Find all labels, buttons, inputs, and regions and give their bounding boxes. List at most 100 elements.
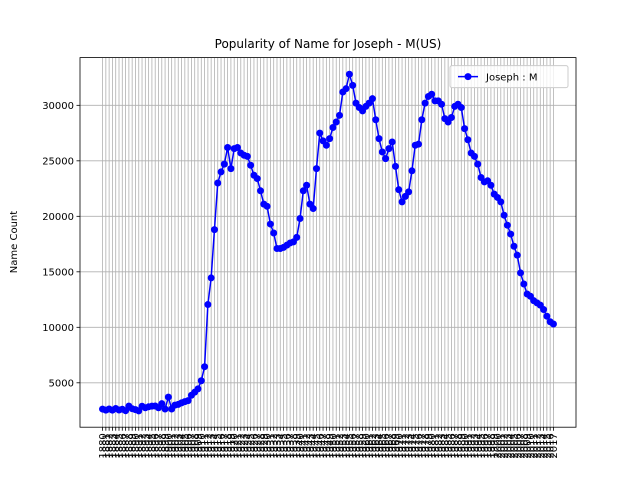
data-point [210, 226, 218, 234]
x-tick-label: 1909 [193, 433, 204, 458]
data-point [349, 81, 357, 89]
y-tick-label: 10000 [42, 323, 74, 334]
legend: Joseph : M [449, 65, 569, 89]
y-axis-label: Name Count [9, 211, 20, 273]
x-tick-label: 2009 [523, 433, 534, 458]
x-tick-label: 1935 [279, 433, 290, 458]
data-point [214, 179, 222, 187]
x-tick-label: 1893 [141, 433, 152, 458]
x-tick-label: 1956 [348, 433, 359, 458]
x-tick-label: 1990 [460, 433, 471, 458]
x-tick-label: 1932 [269, 433, 280, 458]
x-tick-label: 1968 [388, 433, 399, 458]
x-tick-label: 1952 [335, 433, 346, 458]
x-tick-label: 1908 [190, 433, 201, 458]
x-tick-label: 1888 [124, 433, 135, 458]
x-tick-label: 1915 [213, 433, 224, 458]
x-tick-label: 1922 [236, 433, 247, 458]
x-tick-label: 1963 [371, 433, 382, 458]
data-point [470, 152, 478, 160]
x-tick-label: 1894 [144, 433, 155, 458]
data-point [398, 198, 406, 206]
x-tick-label: 2016 [546, 433, 557, 458]
x-tick-label: 1940 [296, 433, 307, 458]
y-tick-label: 25000 [42, 156, 74, 167]
x-tick-label: 1978 [421, 433, 432, 458]
x-tick-label: 1906 [184, 433, 195, 458]
x-tick-label: 1951 [332, 433, 343, 458]
data-point [510, 242, 518, 250]
x-tick-label: 1920 [230, 433, 241, 458]
x-tick-label: 2002 [500, 433, 511, 458]
x-tick-label: 1926 [249, 433, 260, 458]
x-tick-label: 1966 [381, 433, 392, 458]
x-tick-label: 1947 [319, 433, 330, 458]
x-tick-label: 1960 [361, 433, 372, 458]
data-point [201, 363, 209, 371]
x-tick-label: 2011 [529, 433, 540, 458]
x-tick-label: 1980 [427, 433, 438, 458]
x-tick-label: 1982 [434, 433, 445, 458]
x-tick-label: 1896 [151, 433, 162, 458]
x-tick-label: 1974 [407, 433, 418, 458]
grid [80, 57, 576, 428]
x-tick-label: 1907 [187, 433, 198, 458]
y-tick-label: 15000 [42, 267, 74, 278]
x-tick-label: 1917 [220, 433, 231, 458]
x-tick-label: 1914 [210, 433, 221, 458]
x-tick-label: 1884 [111, 433, 122, 458]
x-tick-label: 1987 [450, 433, 461, 458]
x-tick-label: 1994 [473, 433, 484, 458]
data-point [184, 397, 192, 405]
x-tick-label: 1967 [384, 433, 395, 458]
data-point [517, 269, 525, 277]
x-tick-label: 1933 [272, 433, 283, 458]
x-tick-label: 1988 [454, 433, 465, 458]
data-point [270, 229, 278, 237]
data-point [438, 100, 446, 108]
x-tick-label: 1938 [289, 433, 300, 458]
x-tick-label: 2003 [503, 433, 514, 458]
x-tick-label: 1971 [398, 433, 409, 458]
x-tick-label: 1930 [263, 433, 274, 458]
data-point [217, 168, 225, 176]
x-tick-label: 1925 [246, 433, 257, 458]
x-tick-label: 2001 [496, 433, 507, 458]
data-point [428, 90, 436, 98]
legend-label: Joseph : M [485, 73, 537, 84]
x-tick-label: 1921 [233, 433, 244, 458]
x-tick-label: 1892 [138, 433, 149, 458]
x-tick-label: 1905 [180, 433, 191, 458]
data-point [322, 141, 330, 149]
data-point [253, 175, 261, 183]
x-tick-label: 1885 [115, 433, 126, 458]
data-point [391, 162, 399, 170]
x-tick-label: 2006 [513, 433, 524, 458]
x-tick-label: 1945 [312, 433, 323, 458]
x-tick-label: 1883 [108, 433, 119, 458]
x-tick-label: 1958 [355, 433, 366, 458]
data-line [102, 71, 554, 412]
data-point [464, 136, 472, 144]
x-tick-label: 1993 [470, 433, 481, 458]
legend-marker [464, 73, 472, 81]
x-tick-label: 1973 [404, 433, 415, 458]
x-tick-label: 1998 [486, 433, 497, 458]
x-tick-label: 2014 [539, 433, 550, 458]
x-tick-label: 1882 [105, 433, 116, 458]
x-tick-label: 1961 [365, 433, 376, 458]
x-tick-label: 2000 [493, 433, 504, 458]
data-point [378, 148, 386, 156]
data-point [345, 70, 353, 78]
data-point [220, 160, 228, 168]
x-tick-label: 1942 [302, 433, 313, 458]
x-tick-label: 1991 [463, 433, 474, 458]
data-point [158, 400, 166, 408]
x-tick-label: 1944 [309, 433, 320, 458]
x-tick-label: 2007 [516, 433, 527, 458]
data-point [368, 95, 376, 103]
data-point [513, 251, 521, 259]
x-tick-label: 1912 [203, 433, 214, 458]
data-point [303, 181, 311, 189]
